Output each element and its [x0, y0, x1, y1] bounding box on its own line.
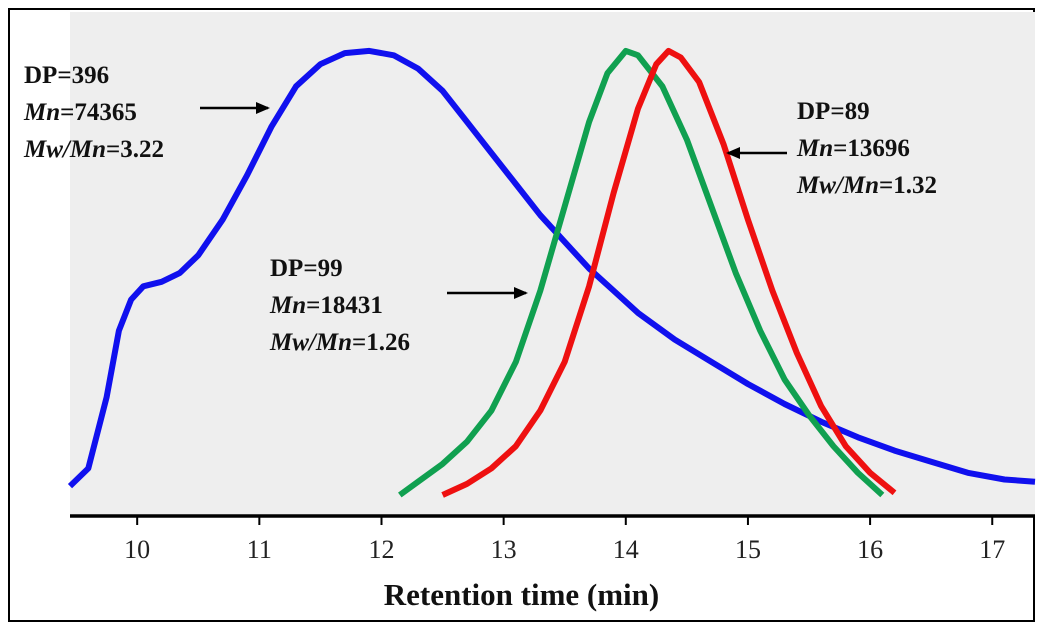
x-tick-label-17: 17	[979, 535, 1005, 564]
annotation-red-dp: DP=89	[797, 98, 870, 125]
annotation-blue-dp: DP=396	[24, 62, 110, 89]
plot-background	[70, 12, 1035, 516]
annotation-green-dp: DP=99	[270, 255, 343, 282]
x-tick-label-15: 15	[735, 535, 761, 564]
x-tick-label-16: 16	[857, 535, 883, 564]
annotation-red-pdi: Mw/Mn=1.32	[797, 172, 937, 199]
x-axis-label: Retention time (min)	[383, 577, 660, 612]
arrow-red-head	[726, 147, 740, 159]
x-tick-label-11: 11	[247, 535, 272, 564]
x-tick-label-13: 13	[491, 535, 517, 564]
x-tick-label-12: 12	[368, 535, 394, 564]
arrow-blue-head	[256, 102, 270, 114]
annotation-blue: DP=396 Mn=74365 Mw/Mn=3.22	[24, 57, 164, 168]
annotation-green: DP=99 Mn=18431 Mw/Mn=1.26	[270, 250, 410, 361]
series-line-2	[441, 47, 897, 498]
annotation-blue-mn: Mn=74365	[24, 99, 137, 126]
annotation-green-pdi: Mw/Mn=1.26	[270, 329, 410, 356]
annotation-red-mn: Mn=13696	[797, 135, 910, 162]
series-line-1	[398, 47, 885, 498]
arrow-green-head	[514, 287, 528, 299]
annotation-blue-pdi: Mw/Mn=3.22	[24, 136, 164, 163]
x-tick-label-14: 14	[613, 535, 639, 564]
x-tick-label-10: 10	[124, 535, 150, 564]
annotation-green-mn: Mn=18431	[270, 292, 383, 319]
annotation-red: DP=89 Mn=13696 Mw/Mn=1.32	[797, 93, 937, 204]
